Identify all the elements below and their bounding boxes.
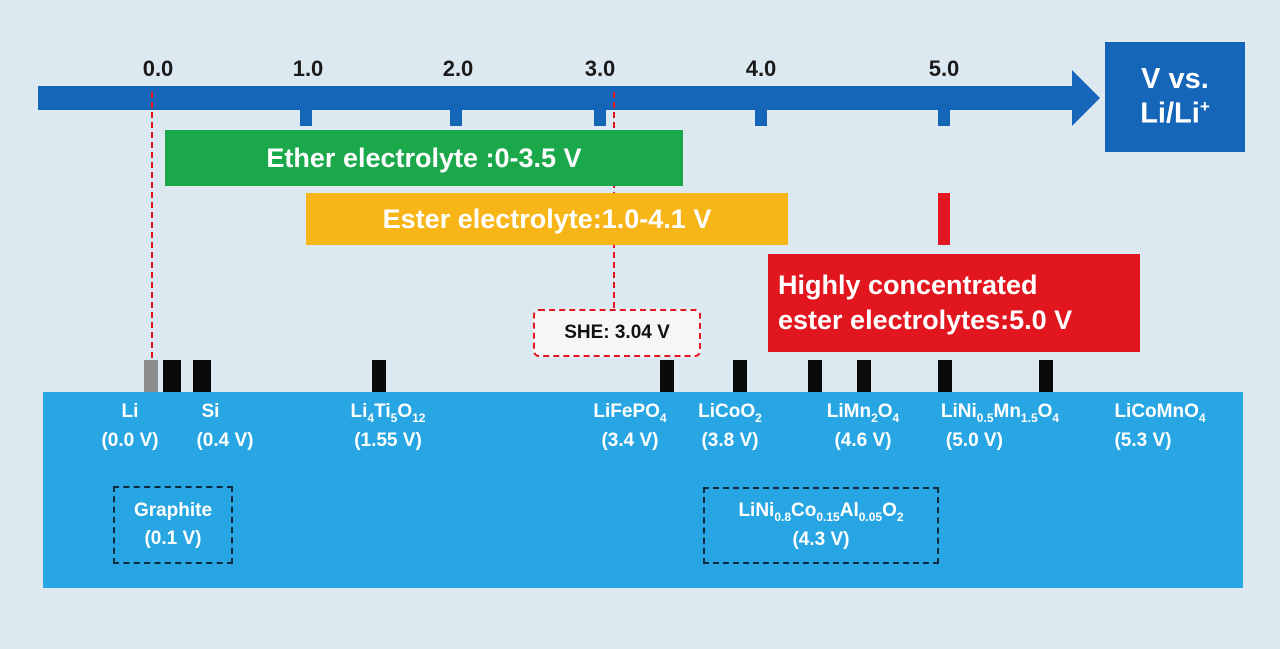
tick-label-0: 0.0 [142, 56, 174, 81]
axis-tick-5 [938, 108, 950, 126]
si-name: Si [201, 401, 220, 422]
lco-name: LiCoO2 [698, 401, 762, 425]
lto-voltage: (1.55 V) [354, 429, 422, 451]
tick-label-5: 5.0 [928, 56, 960, 81]
axis-title-unit: Li/Li [1140, 97, 1200, 130]
electrode-materials-panel [43, 392, 1243, 588]
lnmo-bar [938, 360, 952, 393]
axis-title-line1: V vs. [1141, 63, 1209, 96]
nca-voltage: (4.3 V) [792, 528, 850, 550]
lfp-voltage: (3.4 V) [601, 429, 659, 451]
graphite-name: Graphite [133, 499, 213, 521]
axis-arrowhead [1072, 70, 1100, 126]
lto-name: Li4Ti5O12 [350, 401, 426, 425]
graphite-bar [163, 360, 181, 393]
axis-title-sup: + [1199, 96, 1210, 116]
material-li: Li (0.0 V) [101, 398, 158, 455]
lto-bar [372, 360, 386, 393]
lco-voltage: (3.8 V) [701, 429, 759, 451]
tick-label-4: 4.0 [745, 56, 777, 81]
lnmo-voltage: (5.0 V) [945, 429, 1003, 451]
graphite-box: Graphite (0.1 V) [113, 486, 233, 564]
concentrated-line2: ester electrolytes:5.0 V [778, 305, 1073, 335]
lmo-bar [857, 360, 871, 393]
lfp-name: LiFePO4 [593, 401, 667, 425]
material-lto: Li4Ti5O12 (1.55 V) [351, 398, 426, 455]
lcmo-name: LiCoMnO4 [1114, 401, 1206, 425]
lmo-voltage: (4.6 V) [834, 429, 892, 451]
lcmo-bar [1039, 360, 1053, 393]
tick-label-1: 1.0 [292, 56, 324, 81]
tick-label-2: 2.0 [442, 56, 474, 81]
axis-tick-3 [594, 108, 606, 126]
axis-tick-4 [755, 108, 767, 126]
concentrated-line1: Highly concentrated [778, 269, 1038, 300]
axis-tick-1 [300, 108, 312, 126]
li-name: Li [121, 401, 139, 422]
axis-tick-2 [450, 108, 462, 126]
nca-box: LiNi0.8Co0.15Al0.05O2 (4.3 V) [703, 487, 939, 564]
material-lcmo: LiCoMnO4 (5.3 V) [1114, 398, 1205, 455]
material-lmo: LiMn2O4 (4.6 V) [827, 398, 899, 455]
material-lnmo: LiNi0.5Mn1.5O4 (5.0 V) [941, 398, 1059, 455]
concentrated-electrolyte-band: Highly concentrated ester electrolytes:5… [768, 254, 1140, 352]
axis-shaft [38, 86, 1080, 110]
graphite-voltage: (0.1 V) [144, 528, 202, 549]
lfp-bar [660, 360, 674, 393]
lnmo-name: LiNi0.5Mn1.5O4 [940, 401, 1060, 425]
si-bar [193, 360, 211, 393]
concentrated-electrolyte-marker [938, 193, 950, 245]
tick-label-3: 3.0 [584, 56, 616, 81]
lmo-name: LiMn2O4 [826, 401, 900, 425]
lcmo-voltage: (5.3 V) [1114, 429, 1172, 451]
material-lfp: LiFePO4 (3.4 V) [593, 398, 666, 455]
material-si: Si (0.4 V) [196, 398, 253, 455]
material-lco: LiCoO2 (3.8 V) [698, 398, 762, 455]
nca-name: LiNi0.8Co0.15Al0.05O2 [738, 499, 904, 524]
li-voltage: (0.0 V) [101, 429, 159, 451]
lco-bar [733, 360, 747, 393]
li-bar [144, 360, 158, 393]
axis-title-line2: Li/Li+ [1140, 97, 1210, 131]
ester-electrolyte-band: Ester electrolyte:1.0-4.1 V [306, 193, 788, 245]
si-voltage: (0.4 V) [196, 429, 254, 451]
axis-title-box: V vs. Li/Li+ [1105, 42, 1245, 152]
she-label-box: SHE: 3.04 V [533, 309, 701, 357]
ether-electrolyte-band: Ether electrolyte :0-3.5 V [165, 130, 683, 186]
nca-bar [808, 360, 822, 393]
